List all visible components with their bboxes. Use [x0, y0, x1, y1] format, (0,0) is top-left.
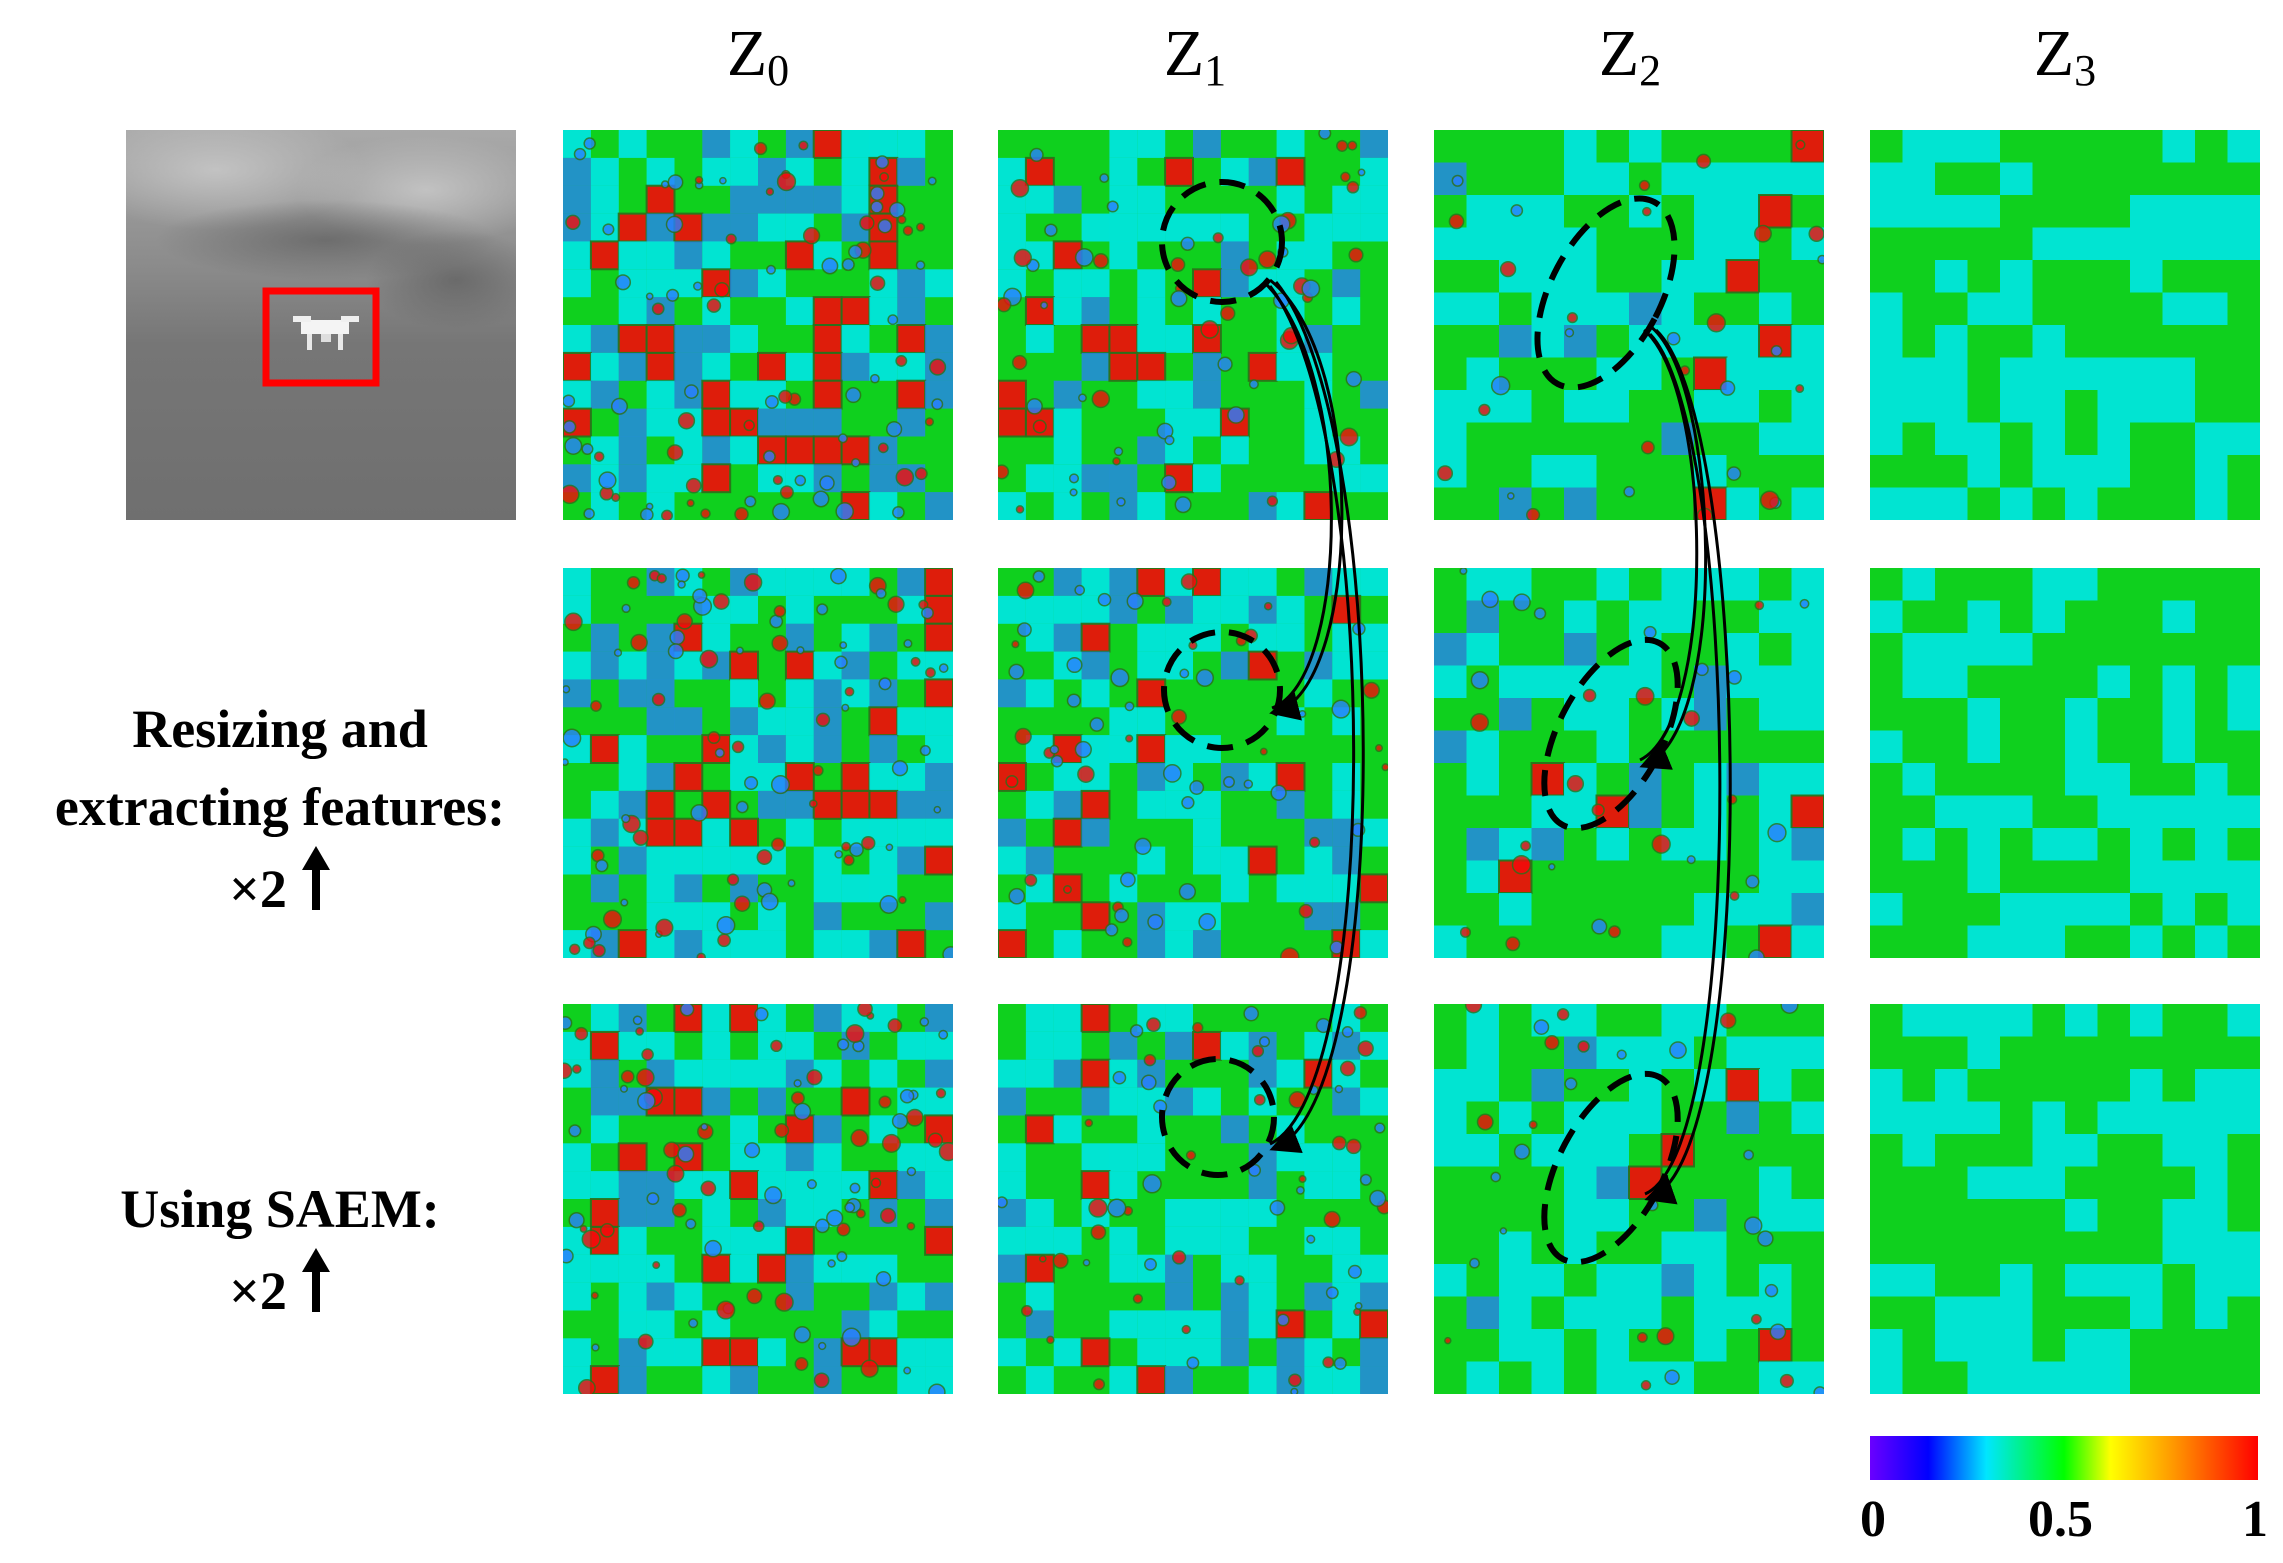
- colorbar-tick-max: 1: [2242, 1491, 2268, 1548]
- colorbar: [1870, 1436, 2258, 1480]
- heatmap-row1-z3: [1870, 130, 2260, 520]
- column-header-z2: Z2: [1598, 17, 1662, 96]
- up-arrow-icon: [301, 846, 331, 931]
- heatmap-row1-z2: [1434, 130, 1824, 520]
- target-bounding-box: [262, 287, 380, 387]
- colorbar-tick-min: 0: [1860, 1491, 1886, 1548]
- heatmap-row3-z0: [563, 1004, 953, 1394]
- column-header-z3: Z3: [2033, 17, 2097, 96]
- heatmap-row2-z3: [1870, 568, 2260, 958]
- heatmap-row2-z1: [998, 568, 1388, 958]
- heatmap-row1-z1: [998, 130, 1388, 520]
- drone-icon: [293, 316, 359, 350]
- row-label-resizing: Resizing and extracting features: ×2: [0, 690, 560, 931]
- heatmap-row1-z0: [563, 130, 953, 520]
- heatmap-row3-z3: [1870, 1004, 2260, 1394]
- heatmap-row3-z1: [998, 1004, 1388, 1394]
- row-label-saem: Using SAEM: ×2: [0, 1170, 560, 1333]
- heatmap-row2-z0: [563, 568, 953, 958]
- colorbar-tick-mid: 0.5: [2028, 1491, 2093, 1548]
- input-image: [126, 130, 516, 520]
- column-header-z1: Z1: [1163, 17, 1227, 96]
- column-header-z0: Z0: [726, 17, 790, 96]
- up-arrow-icon: [301, 1248, 331, 1333]
- heatmap-row3-z2: [1434, 1004, 1824, 1394]
- heatmap-row2-z2: [1434, 568, 1824, 958]
